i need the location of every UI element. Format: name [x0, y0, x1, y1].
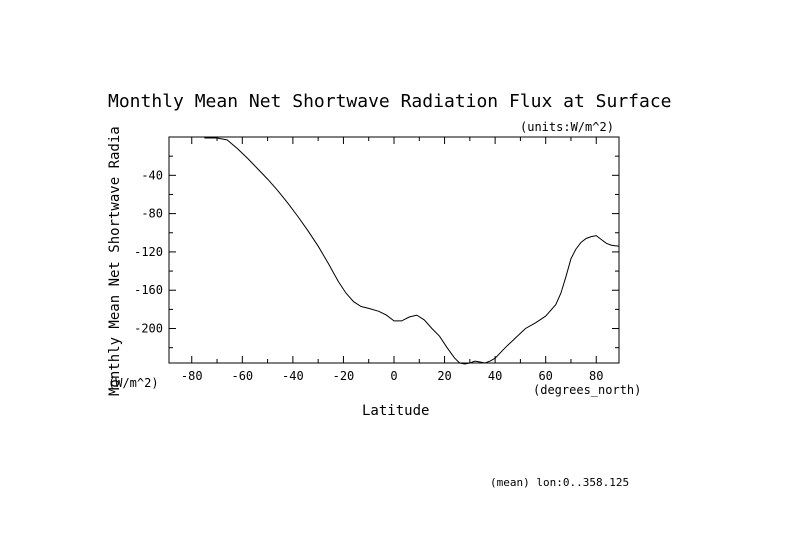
- x-tick-label: -40: [282, 369, 304, 383]
- x-unit-label: (degrees_north): [533, 383, 641, 397]
- x-tick-label: -20: [333, 369, 355, 383]
- footnote: (mean) lon:0..358.125: [490, 476, 629, 489]
- x-tick-label: 40: [488, 369, 502, 383]
- x-tick-label: -80: [181, 369, 203, 383]
- y-unit-label: (W/m^2): [108, 376, 159, 390]
- y-tick-label: -160: [134, 283, 163, 297]
- axis-ticks: [169, 137, 619, 363]
- y-axis-label: Monthly Mean Net Shortwave Radia: [107, 126, 123, 396]
- y-tick-label: -40: [141, 168, 163, 182]
- y-tick-label: -80: [141, 207, 163, 221]
- y-tick-label: -200: [134, 322, 163, 336]
- x-axis-label: Latitude: [362, 403, 429, 419]
- chart-title: Monthly Mean Net Shortwave Radiation Flu…: [108, 91, 672, 112]
- x-tick-label: 20: [437, 369, 451, 383]
- plot-frame: [168, 136, 620, 364]
- y-tick-label: -120: [134, 245, 163, 259]
- x-tick-label: -60: [231, 369, 253, 383]
- series-line: [204, 137, 620, 365]
- x-tick-label: 80: [589, 369, 603, 383]
- x-tick-label: 60: [538, 369, 552, 383]
- units-label: (units:W/m^2): [520, 120, 614, 134]
- x-tick-label: 0: [390, 369, 397, 383]
- tick-labels: -80 -60 -40 -20 0 20 40 60 80-40-80-120-160-200: [134, 168, 603, 383]
